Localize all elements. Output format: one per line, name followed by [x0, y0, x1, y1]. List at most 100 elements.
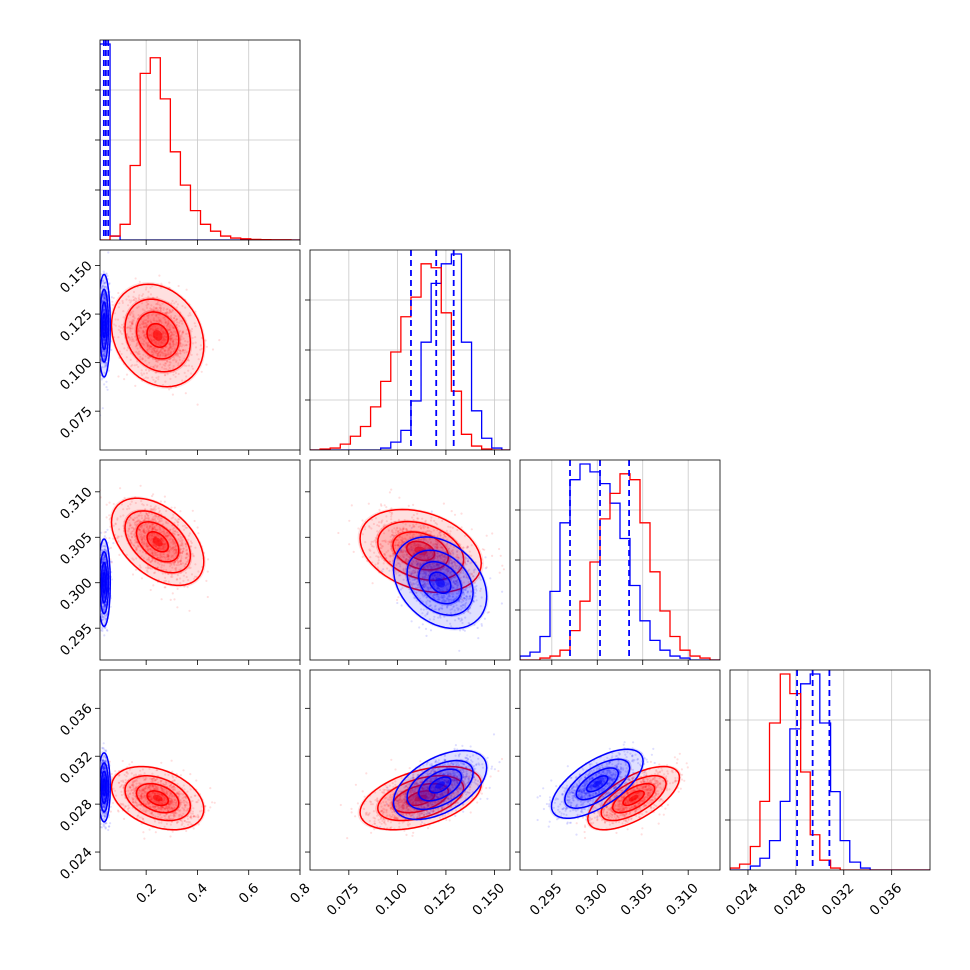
histogram-panel-2 — [515, 459, 721, 665]
sample-point — [97, 299, 99, 301]
sample-point — [97, 793, 99, 795]
sample-point — [185, 288, 188, 291]
sample-point — [206, 595, 209, 599]
sample-point — [98, 611, 100, 613]
grid — [310, 250, 510, 450]
sample-point — [131, 573, 135, 576]
sample-point — [171, 393, 174, 396]
sample-point — [102, 350, 105, 353]
sample-point — [95, 613, 97, 615]
sample-point — [109, 810, 112, 813]
sample-point — [112, 296, 115, 300]
sample-point — [110, 296, 113, 299]
sample-point — [105, 273, 108, 276]
sample-point — [97, 597, 99, 599]
sample-point — [138, 280, 141, 283]
sample-point — [112, 542, 115, 545]
sample-point — [111, 801, 115, 805]
sample-point — [101, 747, 104, 750]
histogram-panel-1 — [305, 249, 511, 455]
sample-point — [110, 348, 113, 351]
density-fill — [103, 320, 105, 332]
panel-frame — [729, 669, 931, 871]
sample-point — [98, 318, 100, 320]
sample-point — [103, 825, 106, 828]
sample-point — [97, 589, 99, 591]
sample-point — [105, 822, 108, 825]
sample-point — [139, 484, 142, 487]
sample-point — [184, 392, 187, 395]
sample-point — [111, 300, 114, 303]
sample-point — [152, 584, 155, 587]
panel-frame — [309, 249, 511, 451]
sample-point — [102, 823, 105, 826]
sample-point — [119, 487, 122, 490]
sample-point — [97, 340, 99, 342]
sample-point — [102, 341, 106, 344]
sample-point — [105, 503, 108, 506]
sample-point — [105, 386, 108, 389]
sample-point — [121, 759, 124, 763]
sample-point — [179, 510, 182, 513]
sample-point — [97, 598, 99, 600]
sample-point — [134, 277, 137, 280]
sample-point — [98, 346, 100, 348]
sample-point — [101, 627, 104, 631]
sample-point — [97, 770, 99, 772]
sample-point — [96, 567, 98, 569]
sample-point — [97, 304, 99, 306]
sample-point — [109, 546, 113, 549]
sample-point — [97, 783, 99, 785]
sample-point — [148, 828, 151, 831]
sample-point — [107, 251, 110, 254]
sample-point — [206, 570, 209, 573]
sample-point — [96, 782, 98, 784]
sample-point — [105, 380, 108, 383]
density-fill — [103, 578, 105, 588]
sample-point — [100, 826, 103, 829]
sample-point — [103, 634, 106, 637]
sample-point — [98, 785, 100, 787]
sample-point — [118, 553, 121, 557]
sample-point — [128, 763, 131, 766]
sample-point — [103, 338, 106, 341]
sample-point — [103, 339, 106, 342]
sample-point — [101, 353, 104, 356]
sample-point — [103, 305, 106, 308]
sample-point — [95, 783, 97, 785]
panel-frame — [99, 39, 301, 241]
sample-point — [98, 330, 100, 332]
sample-point — [97, 335, 99, 337]
sample-point — [103, 339, 106, 342]
histogram-panel-3 — [725, 669, 931, 875]
sample-point — [102, 352, 106, 355]
sample-point — [100, 362, 103, 365]
sample-point — [98, 289, 100, 291]
sample-point — [98, 327, 100, 329]
sample-point — [205, 579, 208, 583]
sample-point — [96, 791, 98, 793]
sample-point — [108, 537, 111, 540]
sample-point — [97, 794, 99, 796]
sample-point — [103, 383, 106, 386]
sample-point — [173, 598, 176, 601]
sample-point — [98, 595, 100, 597]
sample-point — [104, 361, 108, 365]
sample-point — [100, 531, 103, 534]
sample-point — [171, 592, 174, 595]
sample-point — [109, 822, 112, 825]
sample-point — [103, 353, 106, 356]
sample-point — [98, 780, 100, 782]
sample-point — [112, 502, 115, 506]
sample-point — [102, 311, 106, 314]
sample-point — [117, 291, 120, 295]
histogram-series — [520, 473, 720, 660]
sample-point — [102, 311, 105, 314]
sample-point — [98, 315, 100, 317]
joint-panel-0-1 — [95, 249, 301, 455]
sample-point — [163, 500, 166, 503]
sample-point — [103, 350, 106, 353]
sample-point — [105, 361, 108, 364]
sample-point — [102, 270, 105, 273]
